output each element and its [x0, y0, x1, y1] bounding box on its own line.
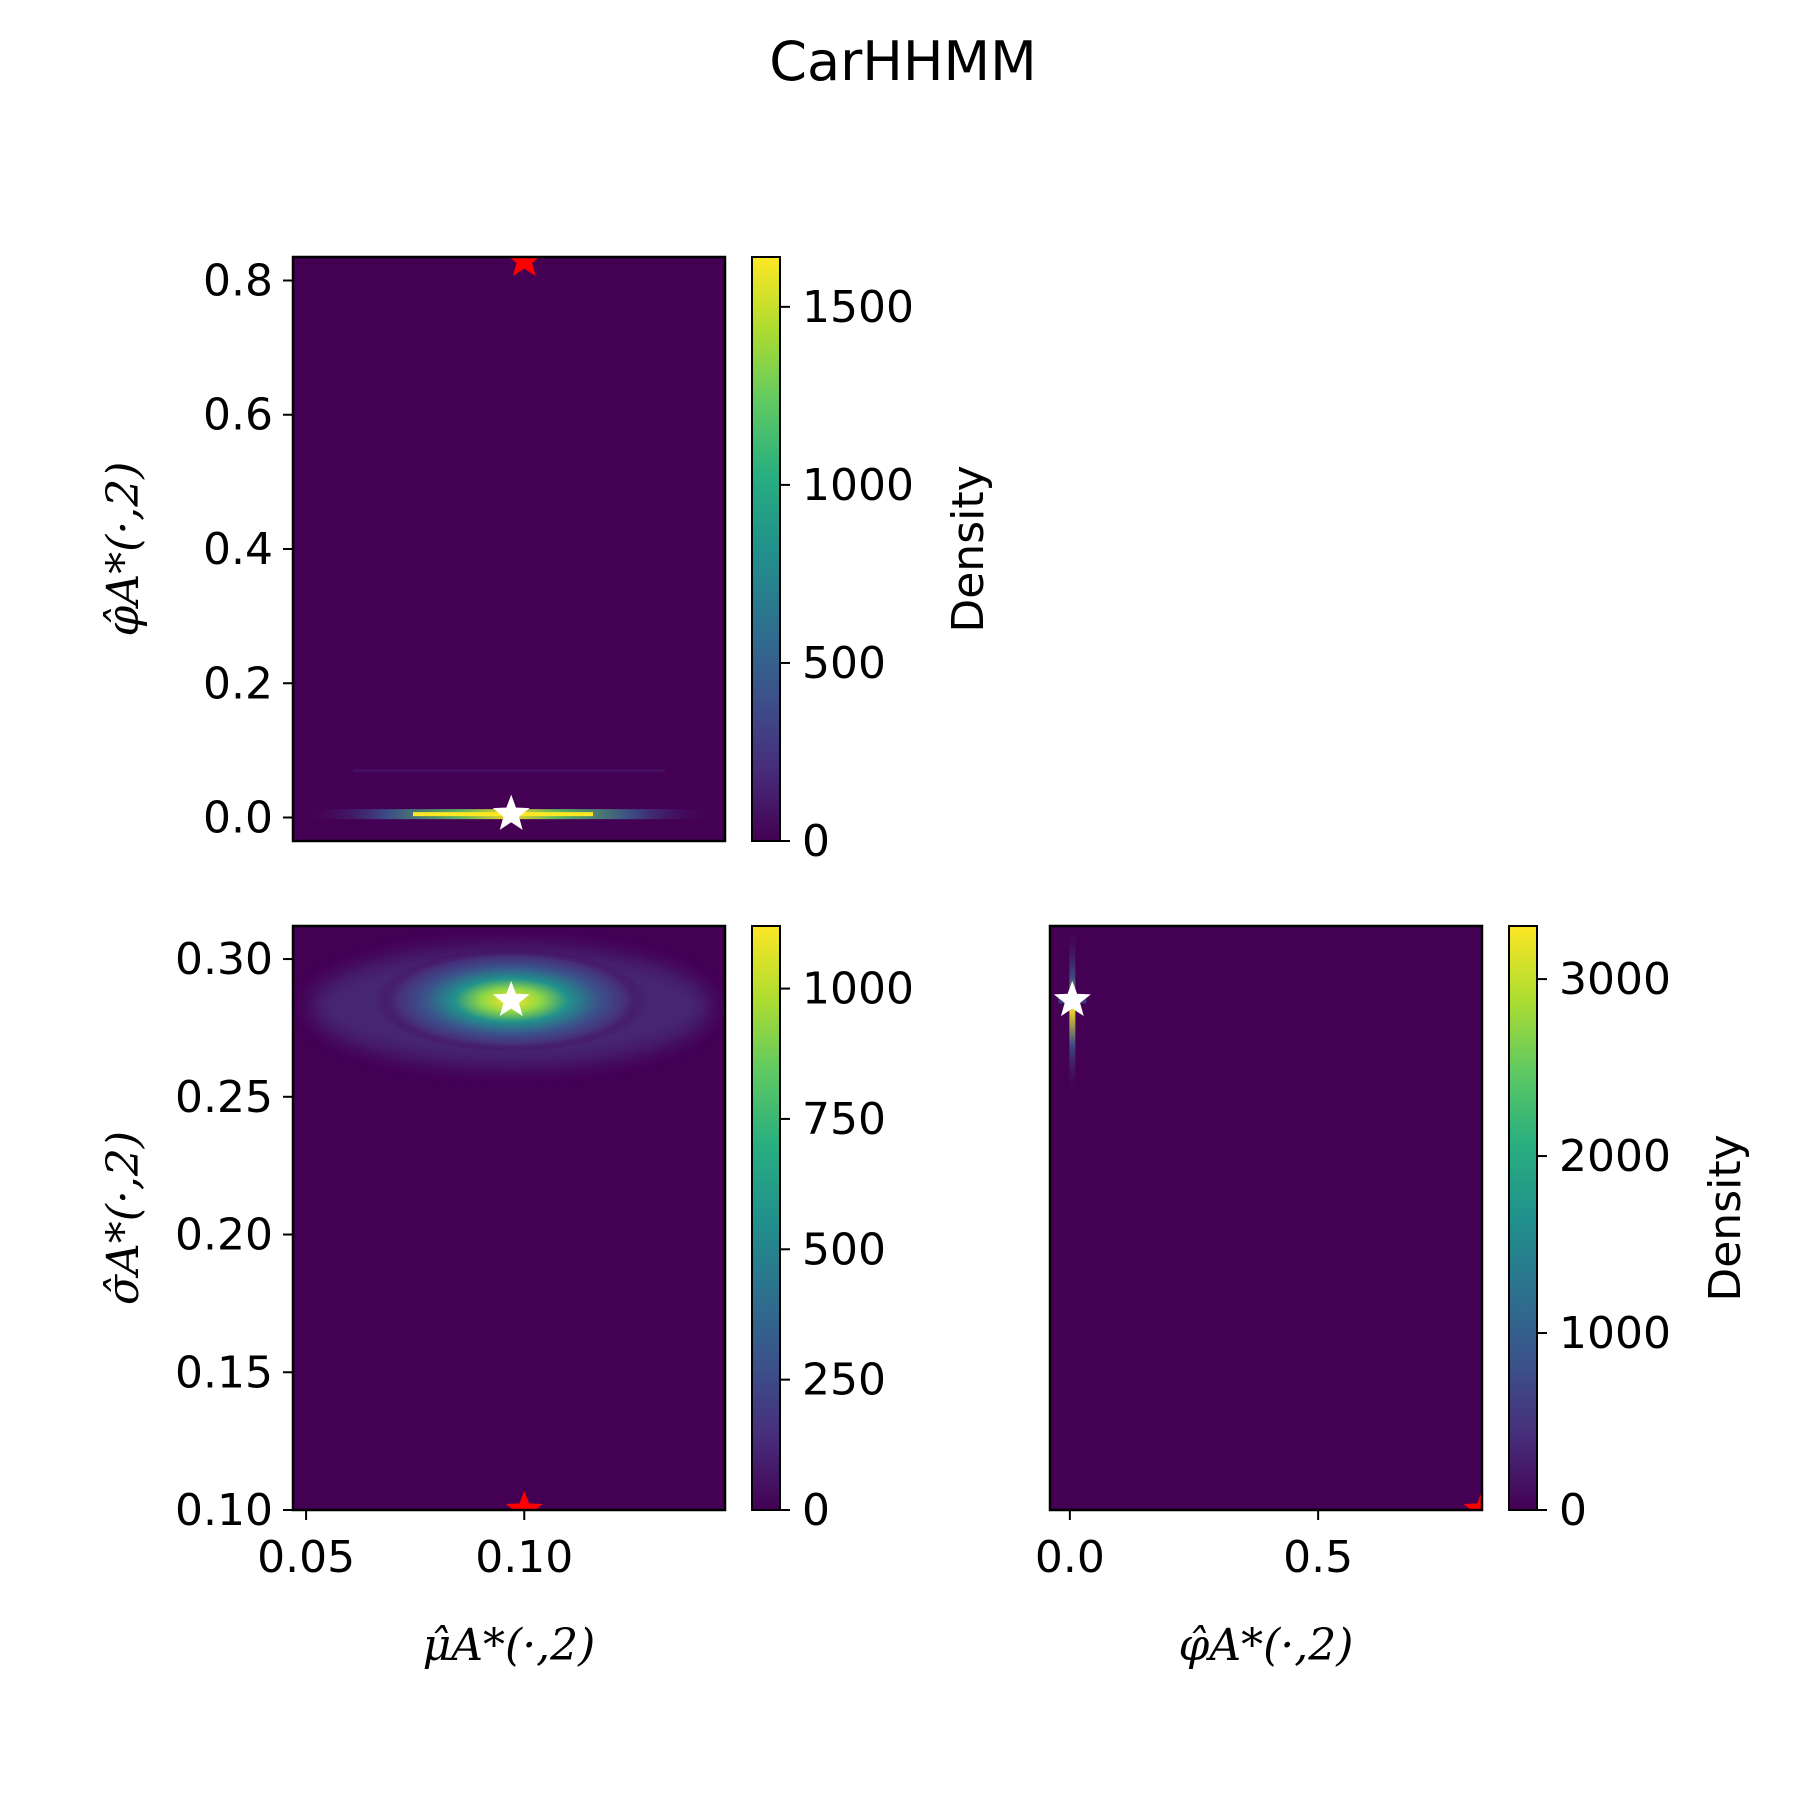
heatmap-background — [293, 257, 725, 841]
star-marker — [1463, 1490, 1482, 1510]
colorbar-tick-label: 3000 — [1559, 954, 1671, 1005]
y-axis-label: σ̂A*(·,2) — [98, 1131, 149, 1305]
colorbar-tick-label: 500 — [802, 638, 886, 689]
star-marker-shape — [505, 1490, 543, 1510]
x-tick-label: 0.5 — [1283, 1532, 1353, 1583]
star-marker-shape — [509, 257, 540, 277]
colorbar-label: Density — [1700, 1134, 1751, 1301]
x-axis-label: μ̂A*(·,2) — [423, 1620, 596, 1671]
y-tick-label: 0.0 — [203, 793, 273, 844]
density-band — [1069, 926, 1076, 1096]
star-marker-shape — [1463, 1490, 1482, 1510]
y-tick-label: 0.2 — [203, 658, 273, 709]
colorbar-tick-label: 750 — [802, 1094, 886, 1145]
colorbar-tick-label: 0 — [1559, 1485, 1587, 1536]
colorbar-label: Density — [943, 465, 994, 632]
heatmap-background — [1050, 926, 1482, 1510]
y-tick-label: 0.30 — [175, 934, 273, 985]
colorbar-tick-label: 1000 — [802, 964, 914, 1015]
x-tick-label: 0.05 — [257, 1532, 355, 1583]
y-tick-label: 0.6 — [203, 390, 273, 441]
axes-frame — [291, 924, 727, 1512]
colorbar — [752, 257, 780, 841]
y-tick-label: 0.20 — [175, 1210, 273, 1261]
colorbar-tick-label: 2000 — [1559, 1131, 1671, 1182]
colorbar-frame — [751, 256, 781, 842]
y-tick-label: 0.25 — [175, 1072, 273, 1123]
y-tick-label: 0.15 — [175, 1347, 273, 1398]
axes-frame — [1048, 924, 1484, 1512]
x-axis-label: φ̂A*(·,2) — [1179, 1620, 1354, 1671]
panel-bottom-right: 0.0 0.5 φ̂A*(·,2) 0 1000 2000 3000 Density — [1035, 924, 1751, 1671]
colorbar-frame — [1508, 925, 1538, 1511]
colorbar-tick-label: 1000 — [802, 460, 914, 511]
star-marker — [509, 257, 540, 277]
panel-bottom-left: 0.100.150.200.250.300.05 0.10σ̂A*(·,2)μ̂A… — [98, 924, 914, 1671]
star-marker — [1053, 980, 1091, 1017]
colorbar-tick-label: 1500 — [802, 282, 914, 333]
y-tick-label: 0.10 — [175, 1485, 273, 1536]
star-marker-shape — [492, 980, 530, 1017]
colorbar-tick-label: 1000 — [1559, 1308, 1671, 1359]
star-marker-shape — [492, 794, 530, 830]
colorbar-tick-label: 500 — [802, 1224, 886, 1275]
x-tick-label: 0.0 — [1035, 1532, 1105, 1583]
y-tick-label: 0.8 — [203, 255, 273, 306]
star-marker — [492, 980, 530, 1017]
density-faint-band — [353, 769, 665, 773]
colorbar-tick-label: 250 — [802, 1355, 886, 1406]
star-marker — [492, 794, 530, 830]
panel-top-left: 0.0 0.2 0.4 0.6 0.8 φ̂A*(·,2) 0 500 1000 1500 Dens… — [98, 255, 994, 867]
colorbar-frame — [751, 925, 781, 1511]
figure-title: CarHHMM — [769, 30, 1036, 93]
colorbar — [752, 926, 780, 1510]
y-axis-label: φ̂A*(·,2) — [98, 462, 149, 637]
colorbar-tick-label: 0 — [802, 1485, 830, 1536]
star-marker — [505, 1490, 543, 1510]
x-tick-label: 0.10 — [475, 1532, 573, 1583]
y-tick-label: 0.4 — [203, 524, 273, 575]
colorbar — [1509, 926, 1537, 1510]
star-marker-shape — [1053, 980, 1091, 1017]
colorbar-tick-label: 0 — [802, 816, 830, 867]
